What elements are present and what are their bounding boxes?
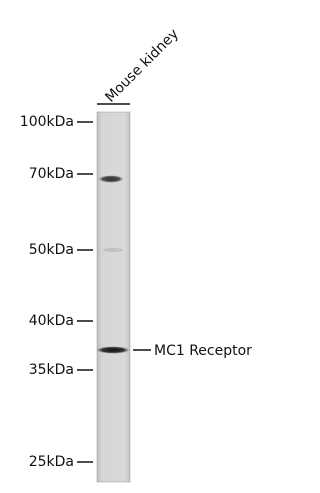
marker-label: 50kDa xyxy=(29,242,74,258)
markers: 100kDa 70kDa 50kDa 40kDa 35kDa 25kDa xyxy=(20,114,93,470)
marker-label: 35kDa xyxy=(29,362,74,378)
band xyxy=(103,248,123,252)
marker-label: 25kDa xyxy=(29,454,74,470)
band xyxy=(97,347,129,354)
marker-label: 70kDa xyxy=(29,166,74,182)
western-blot: Mouse kidney 100kDa 70kDa 50kDa 40kDa 35… xyxy=(0,0,275,493)
marker-label: 100kDa xyxy=(20,114,74,130)
marker-label: 40kDa xyxy=(29,313,74,329)
lane-label: Mouse kidney xyxy=(102,26,182,106)
band-label: MC1 Receptor xyxy=(154,343,252,359)
band xyxy=(99,176,123,183)
gel-lane xyxy=(97,112,130,482)
